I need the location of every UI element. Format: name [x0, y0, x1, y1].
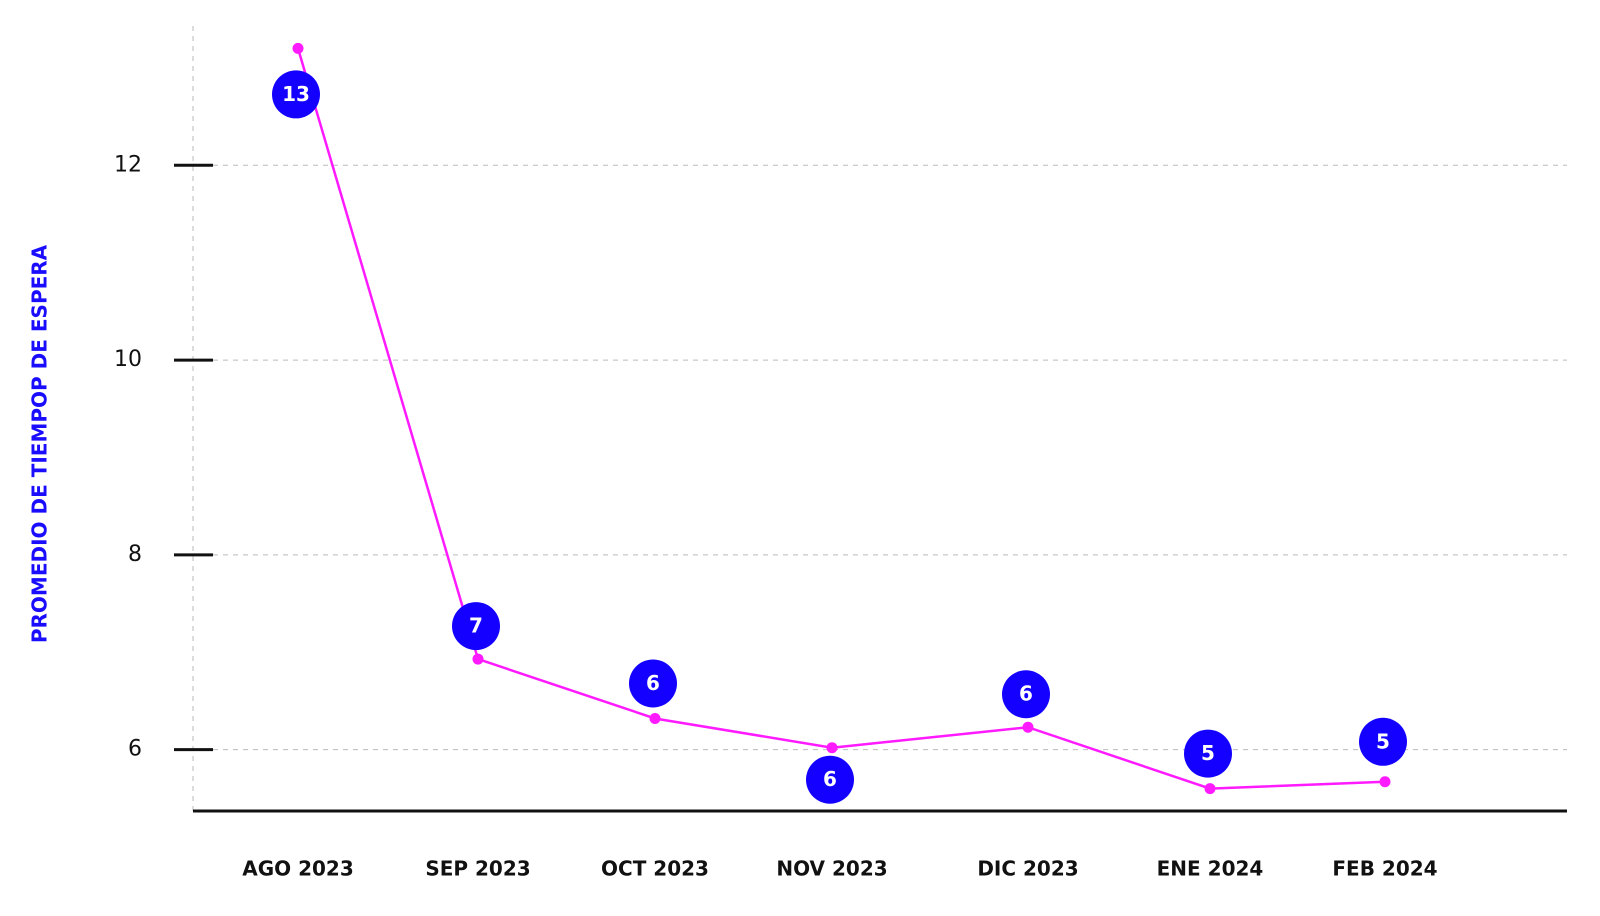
x-tick-label: AGO 2023: [242, 857, 354, 881]
value-badge: [806, 755, 854, 804]
point: [1379, 776, 1391, 788]
y-axis-label: PROMEDIO DE TIEMPOP DE ESPERA: [28, 244, 52, 643]
point: [292, 42, 304, 54]
value-label: 5: [1201, 741, 1215, 765]
x-tick-label: ENE 2024: [1157, 857, 1264, 881]
y-tick-label: 10: [114, 347, 142, 372]
point: [1022, 721, 1034, 733]
value-label: 7: [469, 614, 483, 638]
point: [826, 742, 838, 754]
value-badge: [272, 70, 320, 119]
value-label: 6: [646, 671, 660, 695]
y-tick-label: 8: [128, 542, 142, 567]
value-badge: [1184, 729, 1232, 778]
value-label: 5: [1376, 729, 1390, 753]
y-tick-label: 6: [128, 737, 142, 762]
x-tick-label: DIC 2023: [977, 857, 1078, 881]
value-badge: [1002, 670, 1050, 719]
value-badge: [452, 602, 500, 651]
point: [649, 712, 661, 724]
x-tick-label: NOV 2023: [776, 857, 887, 881]
value-label: 6: [823, 767, 837, 791]
value-label: 13: [282, 82, 310, 106]
value-label: 6: [1019, 682, 1033, 706]
x-tick-label: OCT 2023: [601, 857, 709, 881]
line: [296, 48, 1386, 790]
point: [472, 653, 484, 665]
x-tick-label: SEP 2023: [425, 857, 530, 881]
x-tick-label: FEB 2024: [1332, 857, 1437, 881]
value-badge: [629, 659, 677, 708]
point: [1204, 783, 1216, 795]
y-tick-label: 12: [114, 152, 142, 177]
value-badge: [1359, 717, 1407, 766]
